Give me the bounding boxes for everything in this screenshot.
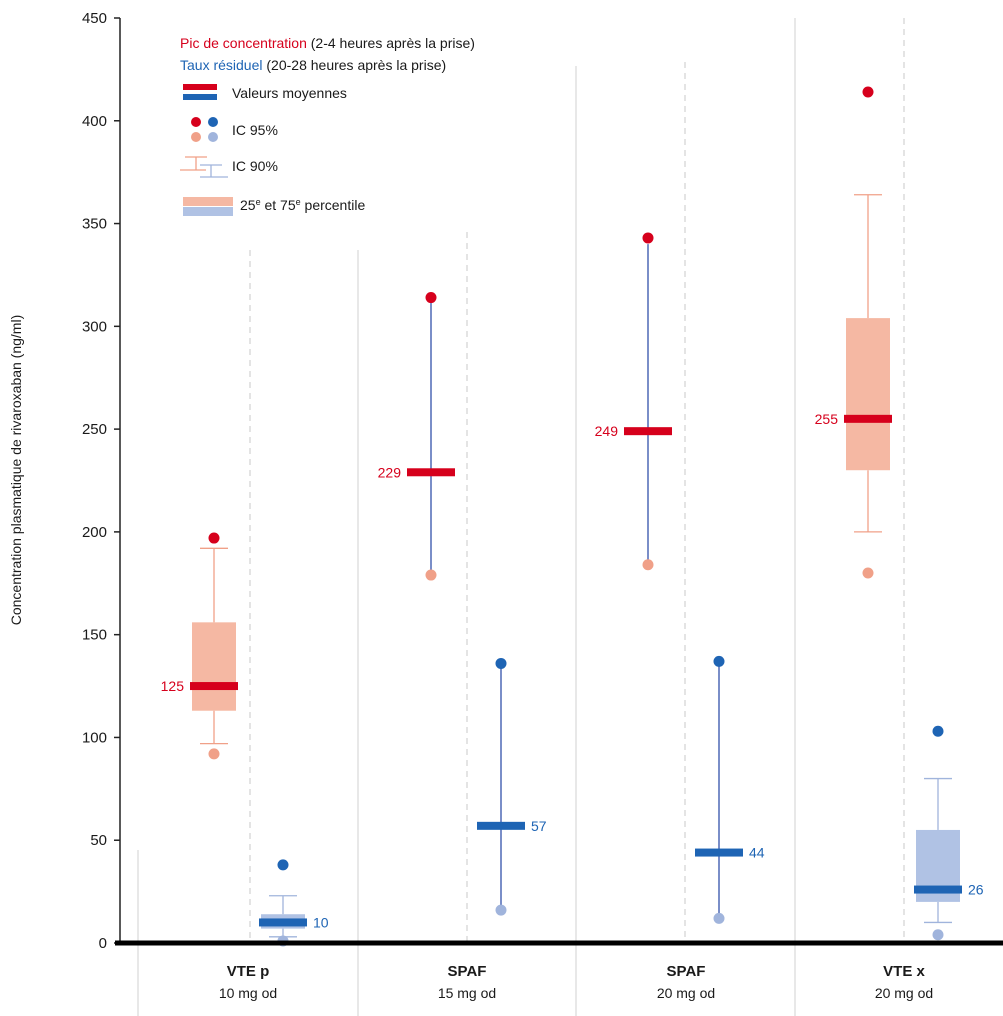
category-dose: 20 mg od <box>657 985 715 1001</box>
trough-ci95-high-dot <box>713 655 725 667</box>
legend-pct-swatch-trough <box>183 207 233 216</box>
trough-mean-label: 44 <box>749 845 765 861</box>
legend-pct-b: et 75 <box>261 197 296 213</box>
peak-mean-label: 255 <box>815 411 839 427</box>
y-tick-label: 0 <box>99 935 107 952</box>
y-tick-label: 450 <box>82 10 107 27</box>
peak-ci95-high-dot <box>862 86 874 98</box>
legend-ci95-dot-peak-dark <box>191 117 201 127</box>
peak-mean-label: 249 <box>595 423 619 439</box>
legend-peak-note: (2-4 heures après la prise) <box>307 35 475 51</box>
category-name: SPAF <box>667 963 706 980</box>
peak-mean-label: 125 <box>161 678 185 694</box>
legend-mean-swatch-peak <box>183 84 217 90</box>
trough-mean-bar <box>259 918 307 927</box>
legend-ci95-dot-trough-dark <box>208 117 218 127</box>
peak-ci95-high-dot <box>208 532 220 544</box>
legend-pct-c: percentile <box>301 197 366 213</box>
trough-ci95-low-dot <box>932 929 944 941</box>
trough-mean-label: 26 <box>968 882 984 898</box>
trough-ci95-high-dot <box>932 725 944 737</box>
legend-pct-a: 25 <box>240 197 256 213</box>
peak-mean-bar <box>844 414 892 423</box>
x-axis-categories: VTE p 10 mg od SPAF 15 mg od SPAF 20 mg od VTE… <box>219 963 933 1001</box>
category-dose: 15 mg od <box>438 985 496 1001</box>
legend-mean-label: Valeurs moyennes <box>232 85 347 101</box>
legend-pct-sup2: e <box>296 197 301 207</box>
legend-ci95-dot-trough-light <box>208 132 218 142</box>
peak-ci95-low-dot <box>642 559 654 571</box>
legend-peak-line: Pic de concentration (2-4 heures après l… <box>180 35 475 51</box>
category-dose: 20 mg od <box>875 985 933 1001</box>
category-name: VTE x <box>883 963 925 980</box>
peak-mean-bar <box>190 682 238 691</box>
trough-mean-label: 10 <box>313 914 329 930</box>
legend-trough-note: (20-28 heures après la prise) <box>263 57 447 73</box>
legend-trough-line: Taux résiduel (20-28 heures après la pri… <box>180 57 446 73</box>
category-name: VTE p <box>227 963 270 980</box>
y-tick-label: 350 <box>82 216 107 233</box>
peak-iqr-box <box>192 622 236 711</box>
trough-mean-bar <box>695 848 743 857</box>
trough-ci95-low-dot <box>713 912 725 924</box>
chart-marks: 125 10 229 57 249 44 255 26 <box>115 86 1003 947</box>
legend-ci95-label: IC 95% <box>232 122 278 138</box>
legend-ci95-dot-peak-light <box>191 132 201 142</box>
legend-peak-label: Pic de concentration <box>180 35 307 51</box>
y-tick-label: 100 <box>82 729 107 746</box>
peak-mean-bar <box>407 468 455 477</box>
peak-ci95-low-dot <box>425 569 437 581</box>
y-axis: 0 50 100 150 200 250 300 350 400 450 <box>82 10 121 952</box>
legend-pct-sup1: e <box>256 197 261 207</box>
trough-ci95-high-dot <box>495 657 507 669</box>
trough-mean-label: 57 <box>531 818 547 834</box>
trough-ci95-high-dot <box>277 859 289 871</box>
y-tick-label: 50 <box>90 832 107 849</box>
legend-pct-label: 25e et 75e percentile <box>240 197 365 213</box>
legend-trough-label: Taux résiduel <box>180 57 263 73</box>
peak-ci95-low-dot <box>862 567 874 579</box>
peak-ci95-high-dot <box>425 292 437 304</box>
legend: Pic de concentration (2-4 heures après l… <box>180 35 475 216</box>
peak-mean-bar <box>624 427 672 436</box>
group-dividers <box>137 18 905 1016</box>
y-tick-label: 400 <box>82 113 107 130</box>
y-axis-title: Concentration plasmatique de rivaroxaban… <box>8 315 24 626</box>
y-tick-label: 300 <box>82 318 107 335</box>
trough-mean-bar <box>914 885 962 894</box>
legend-pct-swatch-peak <box>183 197 233 206</box>
y-tick-label: 200 <box>82 524 107 541</box>
trough-mean-bar <box>477 821 525 830</box>
peak-ci95-high-dot <box>642 232 654 244</box>
legend-mean-swatch-trough <box>183 94 217 100</box>
trough-ci95-low-dot <box>495 904 507 916</box>
legend-ci90-glyph <box>180 156 228 178</box>
legend-ci90-label: IC 90% <box>232 158 278 174</box>
category-name: SPAF <box>448 963 487 980</box>
category-dose: 10 mg od <box>219 985 277 1001</box>
peak-iqr-box <box>846 318 890 471</box>
y-tick-label: 250 <box>82 421 107 438</box>
peak-ci95-low-dot <box>208 748 220 760</box>
y-tick-label: 150 <box>82 627 107 644</box>
peak-mean-label: 229 <box>378 464 402 480</box>
